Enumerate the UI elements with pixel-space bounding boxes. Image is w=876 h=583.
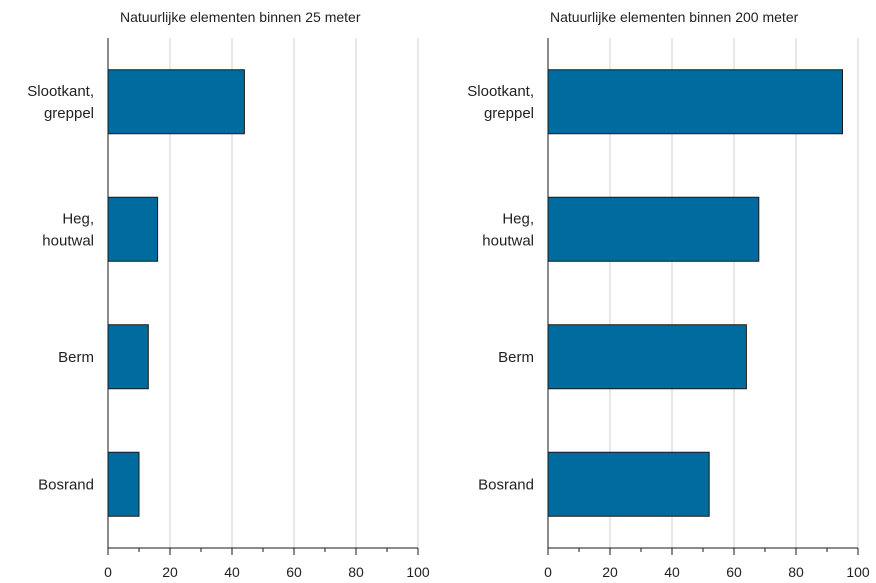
chart-panel-25m: Natuurlijke elementen binnen 25 meter Slo… (27, 9, 430, 580)
chart-panel-200m: Natuurlijke elementen binnen 200 meter Sl… (467, 9, 870, 580)
x-tick-label: 0 (544, 564, 552, 580)
category-label: Bosrand (478, 476, 534, 493)
bar (547, 324, 747, 390)
bar (547, 196, 760, 262)
x-tick-label: 60 (726, 564, 742, 580)
category-label: houtwal (42, 232, 94, 249)
x-tick-label: 40 (224, 564, 240, 580)
category-label: Berm (498, 349, 534, 366)
bar (107, 69, 245, 135)
x-tick-label: 0 (104, 564, 112, 580)
category-label: greppel (44, 105, 94, 122)
category-label: Heg, (62, 210, 94, 227)
x-tick-label: 100 (406, 564, 430, 580)
chart-title: Natuurlijke elementen binnen 200 meter (550, 9, 799, 25)
x-tick-label: 80 (788, 564, 804, 580)
chart-title: Natuurlijke elementen binnen 25 meter (120, 9, 361, 25)
category-label: houtwal (482, 232, 534, 249)
bar (547, 69, 843, 135)
x-tick-label: 100 (846, 564, 870, 580)
bar (547, 451, 710, 517)
category-label: Slootkant, (27, 83, 94, 100)
x-tick-label: 20 (162, 564, 178, 580)
x-tick-label: 20 (602, 564, 618, 580)
category-label: greppel (484, 105, 534, 122)
x-tick-label: 40 (664, 564, 680, 580)
bar (107, 196, 159, 262)
x-tick-label: 60 (286, 564, 302, 580)
bar (107, 451, 140, 517)
bar (107, 324, 149, 390)
category-label: Slootkant, (467, 83, 534, 100)
category-label: Heg, (502, 210, 534, 227)
category-label: Berm (58, 349, 94, 366)
x-tick-label: 80 (348, 564, 364, 580)
category-label: Bosrand (38, 476, 94, 493)
